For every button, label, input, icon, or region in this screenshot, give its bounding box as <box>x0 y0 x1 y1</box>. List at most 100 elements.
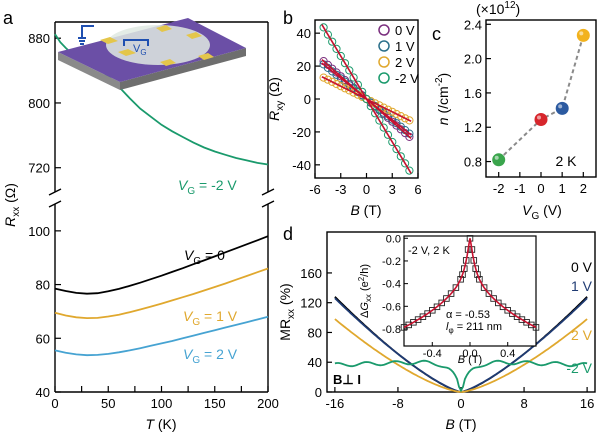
c-ytick-label: 0.8 <box>464 155 482 170</box>
b-point-gold <box>323 75 332 84</box>
panel-d-ylabel: MRxx (%) <box>277 283 297 340</box>
c-ytick-label: 2.0 <box>464 52 482 67</box>
inset-data-point <box>490 295 497 302</box>
b-point-gold <box>340 84 350 93</box>
label-vg-0: VG = 0 <box>184 247 225 267</box>
panel-a-ylabel: Rxx (Ω) <box>2 183 22 227</box>
b-legend-marker <box>378 24 390 36</box>
inset-data-point <box>443 295 450 302</box>
inset-alpha: α = -0.53 <box>446 309 490 321</box>
b-point-green <box>371 109 380 118</box>
b-ytick-label: 40 <box>297 26 311 41</box>
gate-wiring <box>78 25 149 46</box>
b-point-gold <box>379 103 388 112</box>
panel-a-y-ticks: 720 800 880 40 60 80 100 <box>28 31 61 400</box>
b-legend-label: 2 V <box>395 55 415 70</box>
inset-xtick-label: 0.0 <box>462 348 477 360</box>
panel-c-ticks: -2 -1 0 1 2 0.8 1.2 1.6 2.0 2.4 <box>464 17 587 196</box>
inset-ticks: -0.4 0.0 0.4 -0.8 -0.6 -0.4 -0.2 0.0 <box>382 233 515 360</box>
d-series-label: 1 V <box>571 278 593 294</box>
inset-xlabel: B (T) <box>458 354 482 366</box>
a-ytick-label: 40 <box>36 385 50 400</box>
b-point-green <box>349 73 358 82</box>
inset-data-point <box>504 307 511 314</box>
b-xtick-label: 3 <box>389 182 396 197</box>
b-legend-label: 1 V <box>395 39 415 54</box>
a-ytick-label: 80 <box>36 278 50 293</box>
panel-c-frame <box>485 19 597 178</box>
a-ytick-label: 100 <box>28 224 50 239</box>
inset-data-point <box>438 299 445 307</box>
b-point-green <box>401 159 410 168</box>
b-point-gold <box>405 116 414 125</box>
b-point-gold <box>401 114 410 123</box>
inset-background <box>404 236 536 346</box>
inset-data-point <box>429 307 436 314</box>
d-xtick-label: 0 <box>457 396 464 411</box>
a-xtick-label: 150 <box>204 396 226 411</box>
inset-label: -2 V, 2 K <box>408 245 450 257</box>
inset-data-point <box>499 303 507 311</box>
b-point-green <box>336 51 345 61</box>
b-point-green <box>405 166 414 175</box>
a-curve-gold <box>54 267 269 320</box>
a-xtick-label: 50 <box>101 396 115 411</box>
d-xtick-label: 16 <box>580 396 594 411</box>
b-xtick-label: 0 <box>363 182 370 197</box>
panel-a-x-ticks: 0 50 100 150 200 <box>51 386 279 411</box>
c-trend-line <box>498 35 585 161</box>
b-point-green <box>323 30 332 39</box>
inset-ytick-label: -0.4 <box>382 279 401 291</box>
b-xtick-label: 6 <box>414 182 421 197</box>
a-ytick-label: 60 <box>36 331 50 346</box>
inset-ylabel: ΔGxx (e2/h) <box>357 264 373 318</box>
a-xtick-label: 100 <box>151 396 173 411</box>
c-xtick-label: -2 <box>493 181 505 196</box>
panel-b-label: b <box>283 8 293 28</box>
b-legend-label: 0 V <box>395 23 415 38</box>
c-point-highlight <box>579 31 584 36</box>
inset-ytick-label: 0.0 <box>386 233 401 245</box>
d-xtick-label: 8 <box>520 396 527 411</box>
b-point-gold <box>396 112 405 121</box>
c-data-point <box>534 113 548 126</box>
b-point-green <box>379 123 388 132</box>
panel-d-annotation: B⊥ I <box>333 372 361 387</box>
b-point-green <box>392 145 401 154</box>
b-fit-line <box>321 24 412 174</box>
c-data-point <box>492 153 506 167</box>
c-xtick-label: 2 <box>580 181 587 196</box>
panel-c: c (×1012) -2 -1 0 1 2 0.8 1.2 1.6 2.0 2.4 2 K VG … <box>432 0 597 222</box>
c-point-highlight <box>558 104 563 109</box>
d-ytick-label: 40 <box>308 355 322 370</box>
d-series-label: 2 V <box>571 327 593 343</box>
panel-c-multiplier: (×1012) <box>476 0 520 17</box>
d-curve-green <box>334 359 588 393</box>
b-point-green <box>353 80 362 89</box>
b-xtick-label: -3 <box>335 182 347 197</box>
substrate-side <box>58 52 120 90</box>
label-vg-minus2: VG = -2 V <box>178 177 237 197</box>
sample-flake <box>106 25 210 65</box>
inset-points <box>400 235 540 331</box>
b-point-gold <box>392 109 401 119</box>
d-xtick-label: -16 <box>325 396 344 411</box>
b-point-green <box>383 130 393 139</box>
b-point-green <box>332 44 341 54</box>
b-point-green <box>319 23 328 32</box>
c-ytick-label: 1.6 <box>464 86 482 101</box>
panel-d-xlabel: B (T) <box>445 416 476 432</box>
b-ytick-label: -20 <box>292 125 311 140</box>
inset-xtick-label: -0.4 <box>423 348 442 360</box>
b-point-green <box>396 152 405 161</box>
b-point-gold <box>383 105 393 114</box>
inset-data-point <box>452 284 460 291</box>
panel-d-curves <box>334 296 588 393</box>
label-vg-1: VG = 1 V <box>183 308 238 328</box>
b-point-green <box>388 137 397 147</box>
panel-a-xlabel: T (K) <box>145 416 176 432</box>
d-ytick-label: 80 <box>308 325 322 340</box>
inset-data-point <box>476 276 483 283</box>
inset-ytick-label: -0.2 <box>382 256 401 268</box>
